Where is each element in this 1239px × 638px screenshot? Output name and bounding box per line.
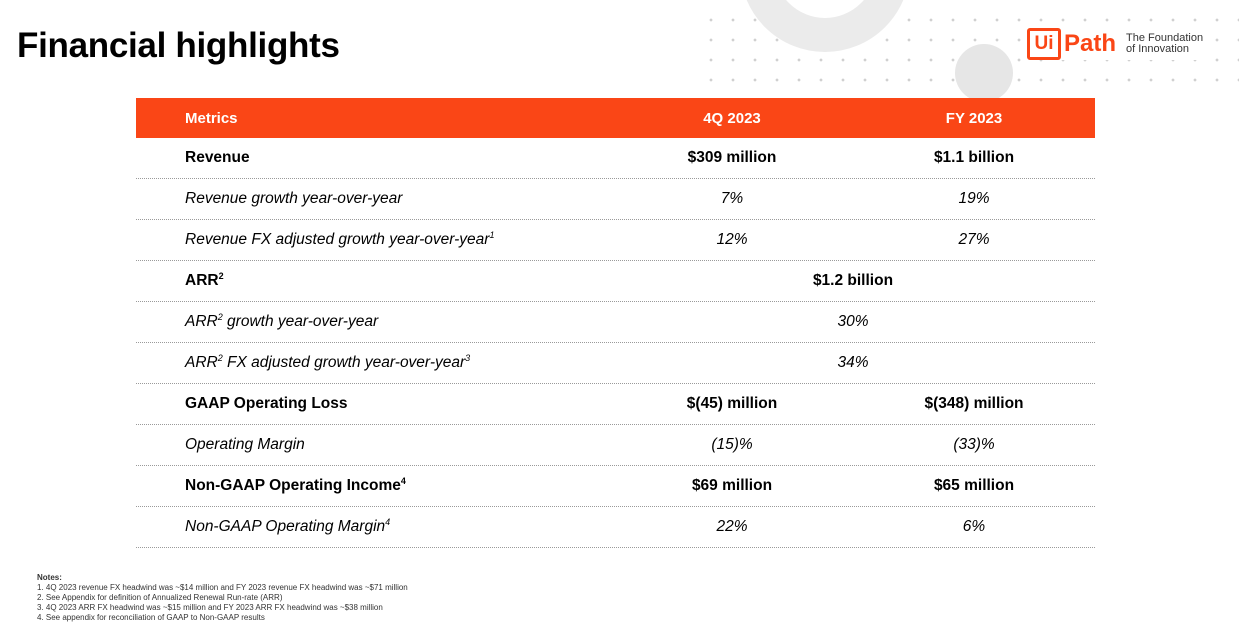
table-header: Metrics 4Q 2023 FY 2023 bbox=[136, 98, 1095, 138]
cell-4q: $309 million bbox=[687, 149, 777, 166]
cell-fy: $1.1 billion bbox=[933, 149, 1015, 166]
cell-4q: 7% bbox=[720, 190, 744, 207]
row-label: Revenue FX adjusted growth year-over-yea… bbox=[185, 230, 495, 249]
note-item: 3. 4Q 2023 ARR FX headwind was ~$15 mill… bbox=[37, 603, 383, 612]
table-row: Operating Margin (15)% (33)% bbox=[136, 425, 1095, 466]
cell-4q: $69 million bbox=[691, 477, 773, 494]
logo-tagline-line-2: of Innovation bbox=[1126, 43, 1190, 55]
row-label: Revenue growth year-over-year bbox=[185, 190, 403, 207]
cell-4q: 12% bbox=[716, 231, 748, 248]
financial-table: Metrics 4Q 2023 FY 2023 Revenue $309 mil… bbox=[136, 98, 1095, 548]
page-title: Financial highlights bbox=[17, 26, 340, 65]
footnote-ref: 1 bbox=[489, 230, 495, 240]
table-row: Revenue $309 million $1.1 billion bbox=[136, 138, 1095, 179]
logo-tagline: The Foundation of Innovation bbox=[1126, 33, 1203, 55]
table-row: ARR2 $1.2 billion bbox=[136, 261, 1095, 302]
header-metrics: Metrics bbox=[185, 109, 238, 127]
logo-tagline-line-1: The Foundation bbox=[1126, 32, 1204, 44]
row-label: ARR2 growth year-over-year bbox=[185, 312, 379, 331]
row-label: Non-GAAP Operating Margin4 bbox=[185, 517, 391, 536]
table-row: Revenue growth year-over-year 7% 19% bbox=[136, 179, 1095, 220]
footnote-ref: 2 bbox=[217, 353, 223, 363]
logo-mark: Ui bbox=[1027, 28, 1061, 60]
cell-fy: 19% bbox=[958, 190, 990, 207]
cell-fy: $(348) million bbox=[924, 395, 1024, 412]
cell-fy: $65 million bbox=[933, 477, 1015, 494]
header-fy-2023: FY 2023 bbox=[945, 109, 1003, 127]
note-item: 2. See Appendix for definition of Annual… bbox=[37, 593, 283, 602]
cell-merged: 34% bbox=[837, 354, 869, 371]
decorative-circle bbox=[955, 44, 1013, 102]
footnote-ref: 3 bbox=[465, 353, 471, 363]
footnote-ref: 2 bbox=[217, 312, 223, 322]
table-row: Revenue FX adjusted growth year-over-yea… bbox=[136, 220, 1095, 261]
row-label: ARR2 FX adjusted growth year-over-year3 bbox=[185, 353, 471, 372]
footnote-ref: 4 bbox=[400, 476, 406, 486]
table-row: Non-GAAP Operating Margin4 22% 6% bbox=[136, 507, 1095, 548]
table-row: ARR2 growth year-over-year 30% bbox=[136, 302, 1095, 343]
notes-heading: Notes: bbox=[37, 573, 62, 582]
cell-fy: (33)% bbox=[953, 436, 995, 453]
uipath-logo: Ui Path The Foundation of Innovation bbox=[1027, 28, 1208, 60]
footnote-ref: 2 bbox=[218, 271, 224, 281]
footnotes: Notes: 1. 4Q 2023 revenue FX headwind wa… bbox=[37, 573, 408, 623]
cell-merged: 30% bbox=[837, 313, 869, 330]
cell-merged: $1.2 billion bbox=[812, 272, 894, 289]
row-label: Non-GAAP Operating Income4 bbox=[185, 476, 406, 495]
table-row: GAAP Operating Loss $(45) million $(348)… bbox=[136, 384, 1095, 425]
cell-fy: 27% bbox=[958, 231, 990, 248]
cell-fy: 6% bbox=[962, 518, 986, 535]
note-item: 1. 4Q 2023 revenue FX headwind was ~$14 … bbox=[37, 583, 408, 592]
cell-4q: (15)% bbox=[711, 436, 753, 453]
note-item: 4. See appendix for reconciliation of GA… bbox=[37, 613, 265, 622]
cell-4q: 22% bbox=[716, 518, 748, 535]
logo-name: Path bbox=[1064, 30, 1117, 57]
table-row: ARR2 FX adjusted growth year-over-year3 … bbox=[136, 343, 1095, 384]
row-label: Operating Margin bbox=[185, 436, 305, 453]
row-label: Revenue bbox=[185, 149, 250, 166]
cell-4q: $(45) million bbox=[686, 395, 778, 412]
footnote-ref: 4 bbox=[385, 517, 391, 527]
table-row: Non-GAAP Operating Income4 $69 million $… bbox=[136, 466, 1095, 507]
header-4q-2023: 4Q 2023 bbox=[703, 109, 761, 127]
row-label: GAAP Operating Loss bbox=[185, 395, 348, 412]
row-label: ARR2 bbox=[185, 271, 224, 290]
